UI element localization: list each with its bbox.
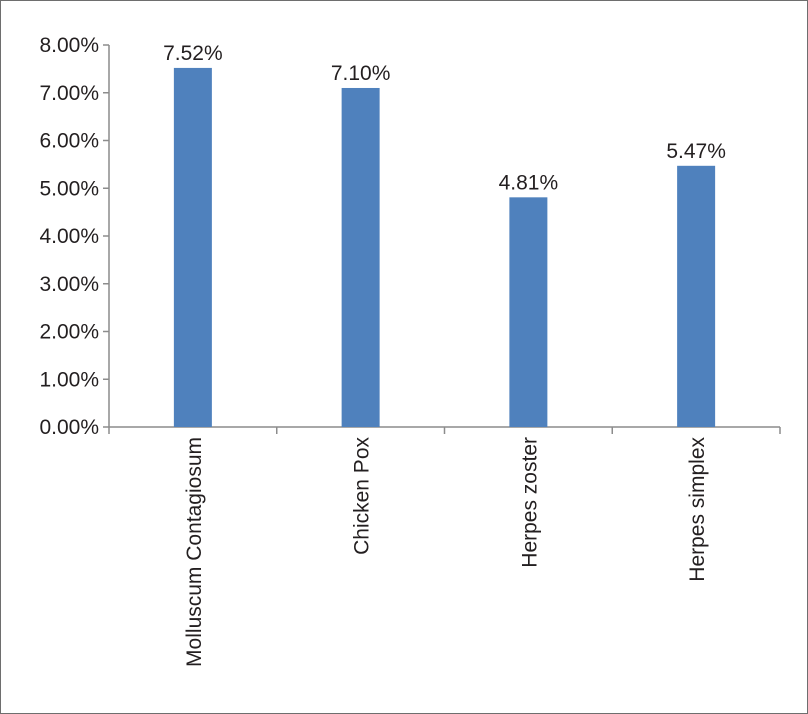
x-category-label: Herpes simplex [686,437,709,582]
bars [173,67,716,428]
y-tick-label: 7.00% [39,82,99,105]
y-tick-label: 0.00% [39,416,99,439]
y-axis: 0.00% 1.00% 2.00% 3.00% 4.00% 5.00% 6.00% 7.00%… [39,34,110,439]
y-tick-label: 8.00% [39,34,99,57]
y-tick-label: 5.00% [39,177,99,200]
x-axis: Molluscum Contagiosum Chicken Pox Herpes z… [108,426,781,667]
x-category-label: Molluscum Contagiosum [183,437,206,667]
y-tick-label: 1.00% [39,368,99,391]
bar [509,197,548,427]
data-label: 4.81% [499,171,559,194]
data-label: 5.47% [666,140,726,163]
y-tick-label: 2.00% [39,321,99,344]
x-category-label: Chicken Pox [351,437,374,555]
data-label: 7.10% [331,62,391,85]
x-category-label: Herpes zoster [518,437,541,568]
data-label: 7.52% [163,42,223,65]
y-tick-label: 6.00% [39,130,99,153]
y-tick-label: 4.00% [39,225,99,248]
bar [173,67,212,428]
bar [341,87,380,427]
y-tick-label: 3.00% [39,273,99,296]
bar [677,165,716,427]
data-labels: 7.52% 7.10% 4.81% 5.47% [163,42,726,194]
